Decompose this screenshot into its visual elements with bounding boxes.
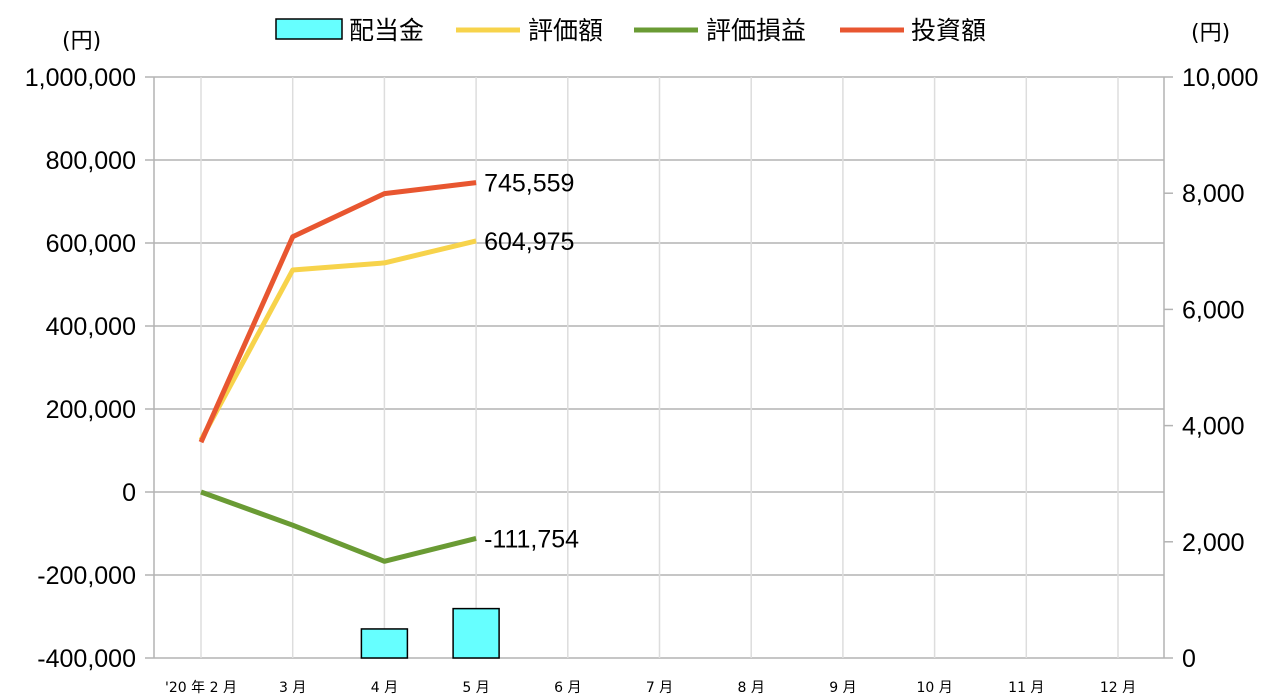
x-tick-label: '20 年 2 月 [165,680,237,696]
series-line [198,238,477,442]
dividend-bars [360,607,500,659]
series-line [198,180,477,444]
left-tick-label: 1,000,000 [25,64,136,92]
left-tick-label: 0 [122,479,136,507]
dividend-bar [360,628,409,659]
left-tick-label: 400,000 [46,313,136,341]
left-tick-label: -200,000 [37,562,136,590]
x-tick-label: 5 月 [462,680,489,696]
right-axis-ticks: 0 2,000 4,000 6,000 8,000 10,000 [1164,64,1258,673]
x-tick-label: 7 月 [646,680,673,696]
legend-label: 投資額 [911,16,986,45]
legend-label: 評価損益 [706,16,806,45]
x-tick-label: 10 月 [916,680,952,696]
series-end-label: 745,559 [484,170,574,198]
series-lines [198,180,477,564]
x-tick-label: 11 月 [1008,680,1044,696]
right-tick-label: 0 [1182,645,1196,673]
legend-swatch [275,18,343,40]
legend: 配当金 評価額 評価損益 投資額 [275,16,986,45]
left-tick-label: -400,000 [37,645,136,673]
right-tick-label: 6,000 [1182,296,1245,324]
series-line [200,489,477,564]
gridlines [154,76,1164,659]
right-axis-unit: (円) [1191,21,1230,46]
legend-label: 評価額 [528,16,603,45]
left-tick-label: 800,000 [46,147,136,175]
left-tick-label: 200,000 [46,396,136,424]
x-tick-label: 4 月 [371,680,398,696]
x-tick-label: 6 月 [554,680,581,696]
x-tick-label: 3 月 [279,680,306,696]
series-end-label: -111,754 [484,525,579,553]
x-tick-label: 8 月 [738,680,765,696]
left-axis-unit: (円) [62,29,101,54]
right-tick-label: 4,000 [1182,413,1245,441]
axes [153,77,1165,658]
end-labels: 604,975 -111,754 745,559 [484,170,579,554]
right-tick-label: 2,000 [1182,529,1245,557]
x-tick-label: 9 月 [829,680,856,696]
left-axis-ticks: -400,000 -200,000 0 200,000 400,000 600,000 80… [25,64,154,673]
legend-label: 配当金 [349,16,424,45]
dividend-bar [452,607,500,659]
right-tick-label: 8,000 [1182,180,1245,208]
x-tick-label: 12 月 [1100,680,1136,696]
series-end-label: 604,975 [484,228,574,256]
x-axis-ticks: '20 年 2 月 3 月 4 月 5 月 6 月 7 月 8 月 9 月 10 月 11 月 12… [165,680,1136,696]
left-tick-label: 600,000 [46,230,136,258]
right-tick-label: 10,000 [1182,64,1258,92]
